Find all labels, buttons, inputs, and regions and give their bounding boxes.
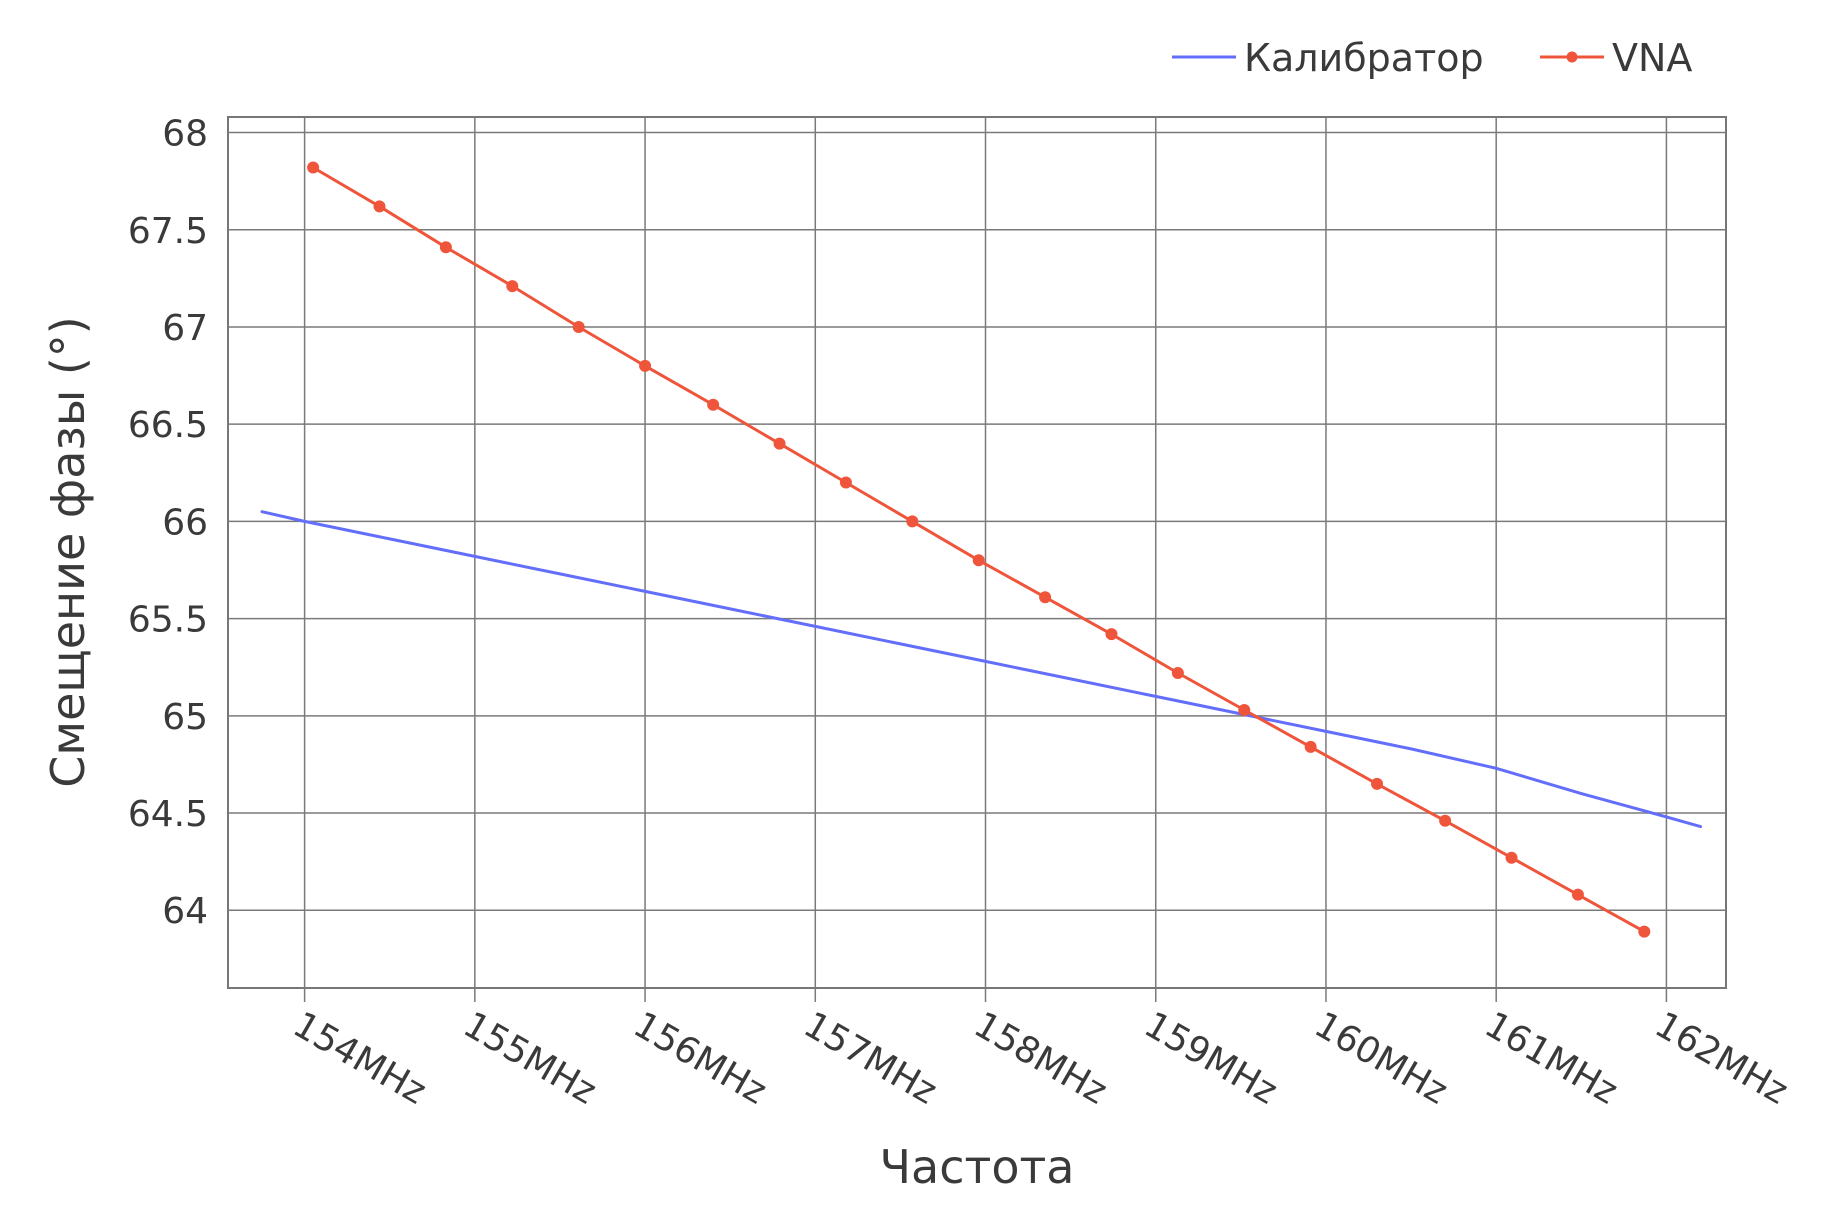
series-point	[707, 398, 720, 411]
x-tick-label: 158MHz	[967, 1004, 1114, 1112]
series-point	[1439, 814, 1452, 827]
series-point	[1105, 628, 1118, 641]
series-point	[972, 554, 985, 567]
series-point	[373, 200, 386, 213]
x-tick-label: 157MHz	[797, 1004, 944, 1112]
x-tick-label: 161MHz	[1478, 1004, 1625, 1112]
series-point	[773, 437, 786, 450]
x-tick-label: 156MHz	[627, 1004, 774, 1112]
y-tick-label: 67.5	[128, 211, 208, 252]
series-point	[506, 280, 519, 293]
series-point	[1039, 591, 1052, 604]
series-point	[307, 161, 320, 174]
y-tick-label: 65.5	[128, 600, 208, 641]
x-tick-labels: 154MHz 155MHz 156MHz 157MHz 158MHz 159MHz 160M…	[286, 1004, 1795, 1112]
y-tick-label: 68	[162, 114, 208, 155]
legend-label-kalibrator: Калибратор	[1244, 36, 1484, 80]
legend-marker-vna	[1566, 51, 1578, 63]
series-layer	[260, 161, 1702, 938]
y-tick-label: 64	[162, 891, 208, 932]
y-axis-title: Смещение фазы (°)	[41, 316, 95, 787]
series-point	[1638, 925, 1651, 938]
x-tick-label: 160MHz	[1307, 1004, 1454, 1112]
legend: Калибратор VNA	[1172, 36, 1692, 80]
y-tick-label: 65	[162, 697, 208, 738]
series-point	[839, 476, 852, 489]
series-point	[1371, 777, 1384, 790]
series-point	[1171, 667, 1184, 680]
plot-area	[227, 116, 1727, 989]
series-point	[906, 515, 919, 528]
legend-label-vna: VNA	[1612, 36, 1692, 80]
x-tick-label: 159MHz	[1137, 1004, 1284, 1112]
x-tick-label: 162MHz	[1648, 1004, 1795, 1112]
series-point	[439, 241, 452, 254]
series-line-0	[260, 510, 1702, 829]
x-tick-label: 154MHz	[286, 1004, 433, 1112]
series-point	[1571, 888, 1584, 901]
y-tick-label: 64.5	[128, 794, 208, 835]
y-tick-label: 66.5	[128, 405, 208, 446]
series-point	[639, 359, 652, 372]
x-axis-title: Частота	[880, 1140, 1075, 1194]
y-gridlines	[228, 131, 1726, 911]
series-point	[1304, 740, 1317, 753]
y-tick-label: 66	[162, 502, 208, 543]
y-tick-label: 67	[162, 308, 208, 349]
series-point	[1505, 851, 1518, 864]
x-gridlines	[303, 117, 1668, 1002]
x-tick-label: 155MHz	[456, 1004, 603, 1112]
series-point	[572, 320, 585, 333]
series-point	[1238, 703, 1251, 716]
y-tick-labels: 64 64.5 65 65.5 66 66.5 67 67.5 68	[128, 114, 208, 933]
